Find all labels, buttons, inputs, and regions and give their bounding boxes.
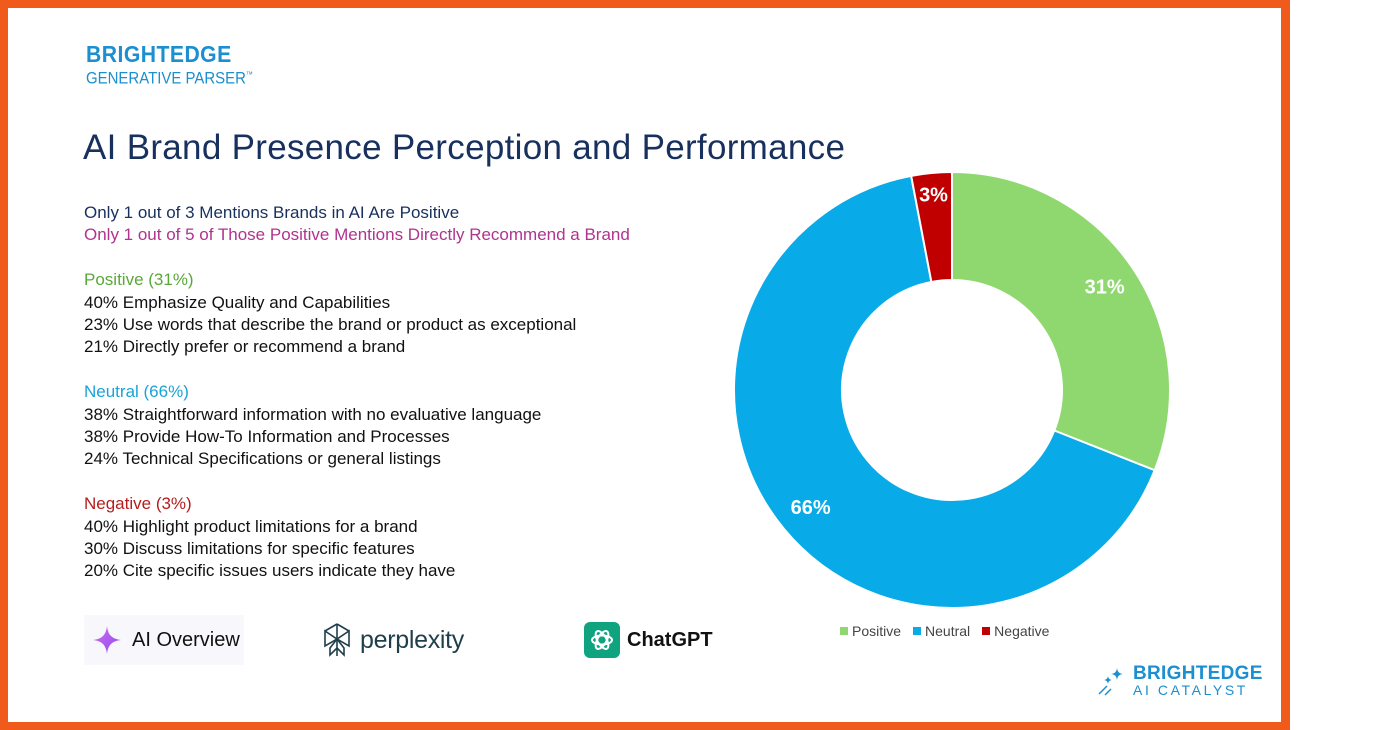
legend-item-neutral: Neutral: [913, 623, 970, 639]
neutral-item: 38% Straightforward information with no …: [84, 404, 542, 424]
sparkle-icon: [93, 626, 121, 654]
neutral-item: 24% Technical Specifications or general …: [84, 449, 441, 469]
legend-label: Negative: [994, 623, 1050, 639]
positive-heading: Positive (31%): [84, 270, 194, 290]
perplexity-icon: [324, 623, 350, 657]
donut-slice-positive: [951, 170, 1171, 472]
positive-item: 21% Directly prefer or recommend a brand: [84, 337, 406, 357]
chart-legend: Positive Neutral Negative: [840, 623, 1049, 639]
donut-chart: 31% 66% 3%: [733, 170, 1171, 609]
donut-label-negative: 3%: [919, 184, 948, 206]
chatgpt-logo: ChatGPT: [584, 622, 713, 658]
positive-item: 23% Use words that describe the brand or…: [84, 315, 577, 335]
donut-label-positive: 31%: [1085, 276, 1125, 298]
chatgpt-icon: [584, 622, 620, 658]
neutral-heading: Neutral (66%): [84, 382, 189, 402]
donut-slice-neutral: [733, 174, 1156, 609]
ai-overview-label: AI Overview: [132, 628, 240, 651]
donut-slice-negative: [909, 170, 953, 284]
chatgpt-label: ChatGPT: [627, 628, 713, 651]
legend-label: Neutral: [925, 623, 971, 639]
donut-label-neutral: 66%: [791, 497, 831, 519]
sparkle-icon: [1098, 668, 1123, 696]
negative-item: 20% Cite specific issues users indicate …: [84, 561, 456, 581]
positive-item: 40% Emphasize Quality and Capabilities: [84, 292, 391, 312]
brightedge-catalyst-logo: BRIGHTEDGE AI CATALYST: [1097, 664, 1263, 698]
summary-line-1: Only 1 out of 3 Mentions Brands in AI Ar…: [84, 203, 460, 222]
negative-item: 40% Highlight product limitations for a …: [84, 516, 418, 536]
ai-overview-logo: AI Overview: [84, 615, 244, 665]
summary-text: Only 1 out of 3 Mentions Brands in AI Ar…: [84, 202, 724, 583]
page-title: AI Brand Presence Perception and Perform…: [83, 128, 846, 167]
brand-subtitle: GENERATIVE PARSER™: [86, 68, 253, 88]
neutral-item: 38% Provide How-To Information and Proce…: [84, 427, 450, 447]
footer-brand-name: BRIGHTEDGE: [1133, 663, 1263, 684]
brightedge-parser-logo: BRIGHTEDGE GENERATIVE PARSER™: [86, 42, 276, 88]
legend-swatch: [840, 627, 848, 635]
perplexity-label: perplexity: [360, 625, 464, 654]
negative-item: 30% Discuss limitations for specific fea…: [84, 539, 415, 559]
legend-label: Positive: [852, 623, 902, 639]
perplexity-logo: perplexity: [322, 622, 464, 658]
negative-heading: Negative (3%): [84, 494, 192, 514]
legend-item-positive: Positive: [840, 623, 901, 639]
legend-swatch: [982, 627, 991, 635]
summary-line-2: Only 1 out of 5 of Those Positive Mentio…: [84, 225, 630, 245]
legend-swatch: [913, 627, 922, 635]
brand-name: BRIGHTEDGE: [86, 41, 232, 67]
footer-brand-sub: AI CATALYST: [1133, 682, 1248, 698]
legend-item-negative: Negative: [982, 623, 1049, 639]
